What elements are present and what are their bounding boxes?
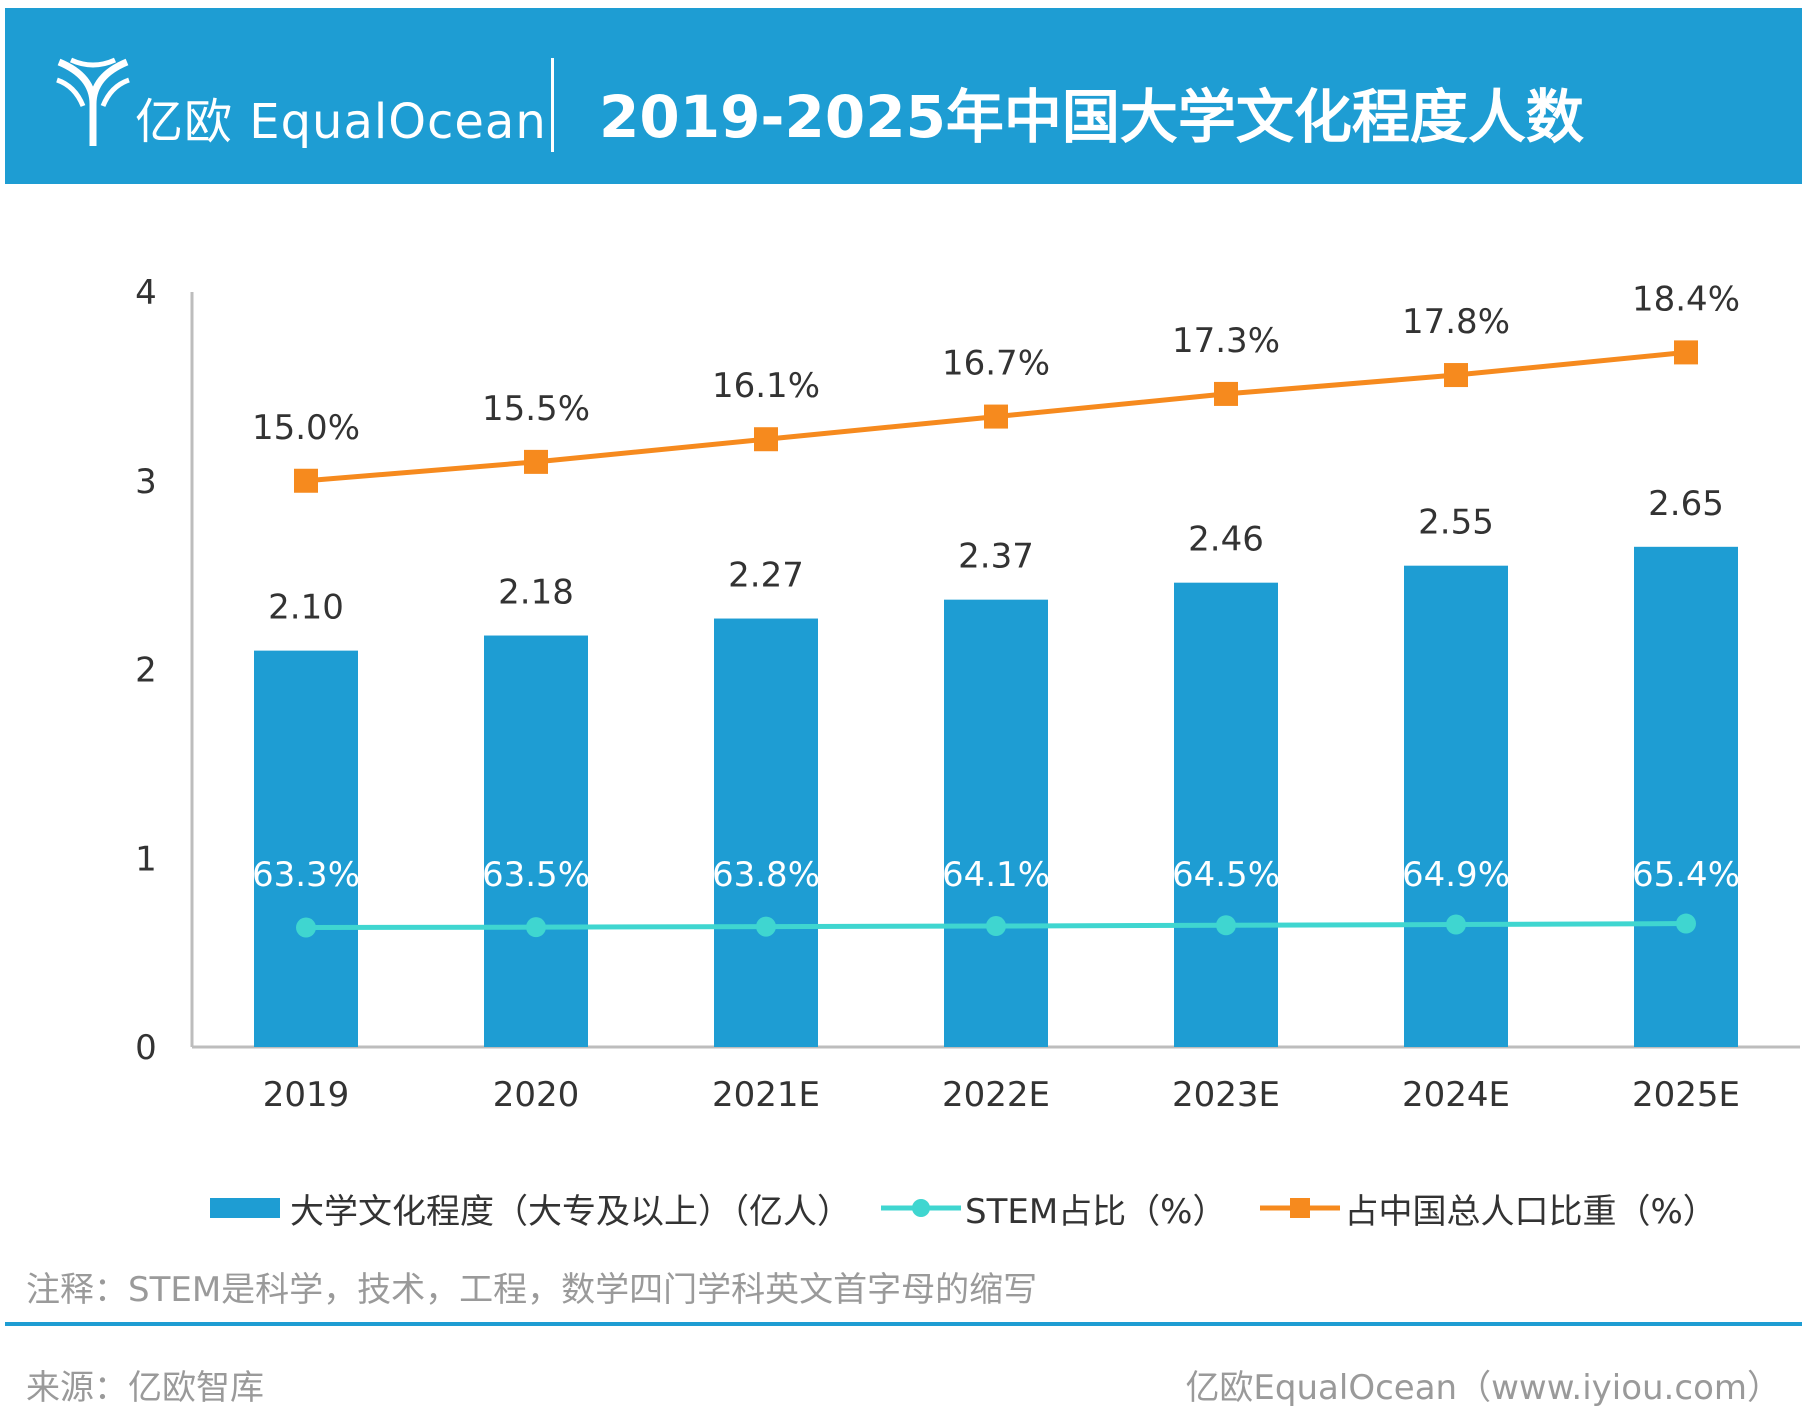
stem-value-label: 63.8% xyxy=(712,855,820,895)
x-tick-label: 2024E xyxy=(1402,1075,1510,1115)
source-text: 来源：亿欧智库 xyxy=(26,1368,264,1408)
bar-value-label: 2.18 xyxy=(498,573,574,613)
population-share-value-label: 17.3% xyxy=(1172,321,1280,361)
footer-divider xyxy=(5,1322,1802,1326)
y-tick-label: 1 xyxy=(135,839,157,879)
y-tick-label: 0 xyxy=(135,1028,157,1068)
population-share-value-label: 16.1% xyxy=(712,366,820,406)
bar-value-label: 2.65 xyxy=(1648,484,1724,524)
header-bar: 亿欧 EqualOcean 2019-2025年中国大学文化程度人数 xyxy=(5,8,1802,184)
stem-value-label: 63.5% xyxy=(482,855,590,895)
population-share-point xyxy=(754,427,778,452)
stem-point xyxy=(1216,915,1236,936)
stem-value-label: 63.3% xyxy=(252,855,360,895)
bar-value-label: 2.55 xyxy=(1418,503,1494,543)
y-tick-label: 3 xyxy=(135,462,157,502)
legend-pop-swatch xyxy=(1260,1198,1341,1218)
stem-point xyxy=(1676,913,1696,934)
stem-point xyxy=(756,916,776,937)
bar xyxy=(484,635,588,1047)
x-tick-label: 2021E xyxy=(712,1075,820,1115)
stem-value-label: 64.9% xyxy=(1402,855,1510,895)
stem-value-label: 64.1% xyxy=(942,855,1050,895)
equalocean-logo-icon xyxy=(56,57,130,146)
population-share-value-label: 15.0% xyxy=(252,408,360,448)
bar xyxy=(254,650,358,1047)
footnote: 注释：STEM是科学，技术，工程，数学四门学科英文首字母的缩写 xyxy=(26,1270,1038,1310)
population-share-value-label: 18.4% xyxy=(1632,279,1740,319)
population-share-point xyxy=(294,468,318,493)
bar xyxy=(714,618,818,1047)
population-share-point xyxy=(1674,340,1698,365)
bar xyxy=(944,599,1048,1047)
chart: 0 1 2 3 4 2019 2020 2021E 2022E 2023E 2024E 2025E 2.… xyxy=(135,273,1800,1115)
stem-point xyxy=(1446,914,1466,935)
header-divider xyxy=(551,58,554,152)
credit-text: 亿欧EqualOcean（www.iyiou.com） xyxy=(1185,1368,1781,1408)
bar xyxy=(1174,582,1278,1047)
legend-pop-label: 占中国总人口比重（%） xyxy=(1344,1191,1717,1232)
population-share-value-label: 17.8% xyxy=(1402,302,1510,342)
x-tick-label: 2025E xyxy=(1632,1075,1740,1115)
page-title: 2019-2025年中国大学文化程度人数 xyxy=(599,83,1584,151)
x-tick-label: 2022E xyxy=(942,1075,1050,1115)
bar-value-label: 2.46 xyxy=(1188,520,1264,560)
legend-stem-swatch xyxy=(881,1199,961,1217)
population-share-point xyxy=(1214,381,1238,406)
stem-point xyxy=(296,917,316,938)
population-share-point xyxy=(1444,363,1468,388)
stem-point xyxy=(986,916,1006,937)
y-tick-label: 2 xyxy=(135,651,157,691)
legend-stem-label: STEM占比（%） xyxy=(965,1191,1227,1232)
bar xyxy=(1634,546,1738,1047)
logo-text: 亿欧 EqualOcean xyxy=(135,94,547,150)
legend: 大学文化程度（大专及以上）（亿人） STEM占比（%） 占中国总人口比重（%） xyxy=(210,1185,1717,1232)
population-share-point xyxy=(984,404,1008,429)
bar-value-label: 2.37 xyxy=(958,537,1034,577)
stem-value-label: 64.5% xyxy=(1172,855,1280,895)
legend-bar-label: 大学文化程度（大专及以上）（亿人） xyxy=(290,1191,851,1232)
x-tick-label: 2019 xyxy=(263,1075,350,1115)
population-share-value-label: 15.5% xyxy=(482,389,590,429)
x-tick-label: 2023E xyxy=(1172,1075,1280,1115)
y-tick-label: 4 xyxy=(135,273,157,313)
stem-point xyxy=(526,917,546,938)
bar-value-label: 2.10 xyxy=(268,588,344,628)
bar xyxy=(1404,565,1508,1047)
x-tick-label: 2020 xyxy=(493,1075,580,1115)
bar-value-label: 2.27 xyxy=(728,556,804,596)
legend-bar-swatch xyxy=(210,1198,280,1218)
population-share-value-label: 16.7% xyxy=(942,344,1050,384)
population-share-point xyxy=(524,449,548,474)
stem-value-label: 65.4% xyxy=(1632,855,1740,895)
